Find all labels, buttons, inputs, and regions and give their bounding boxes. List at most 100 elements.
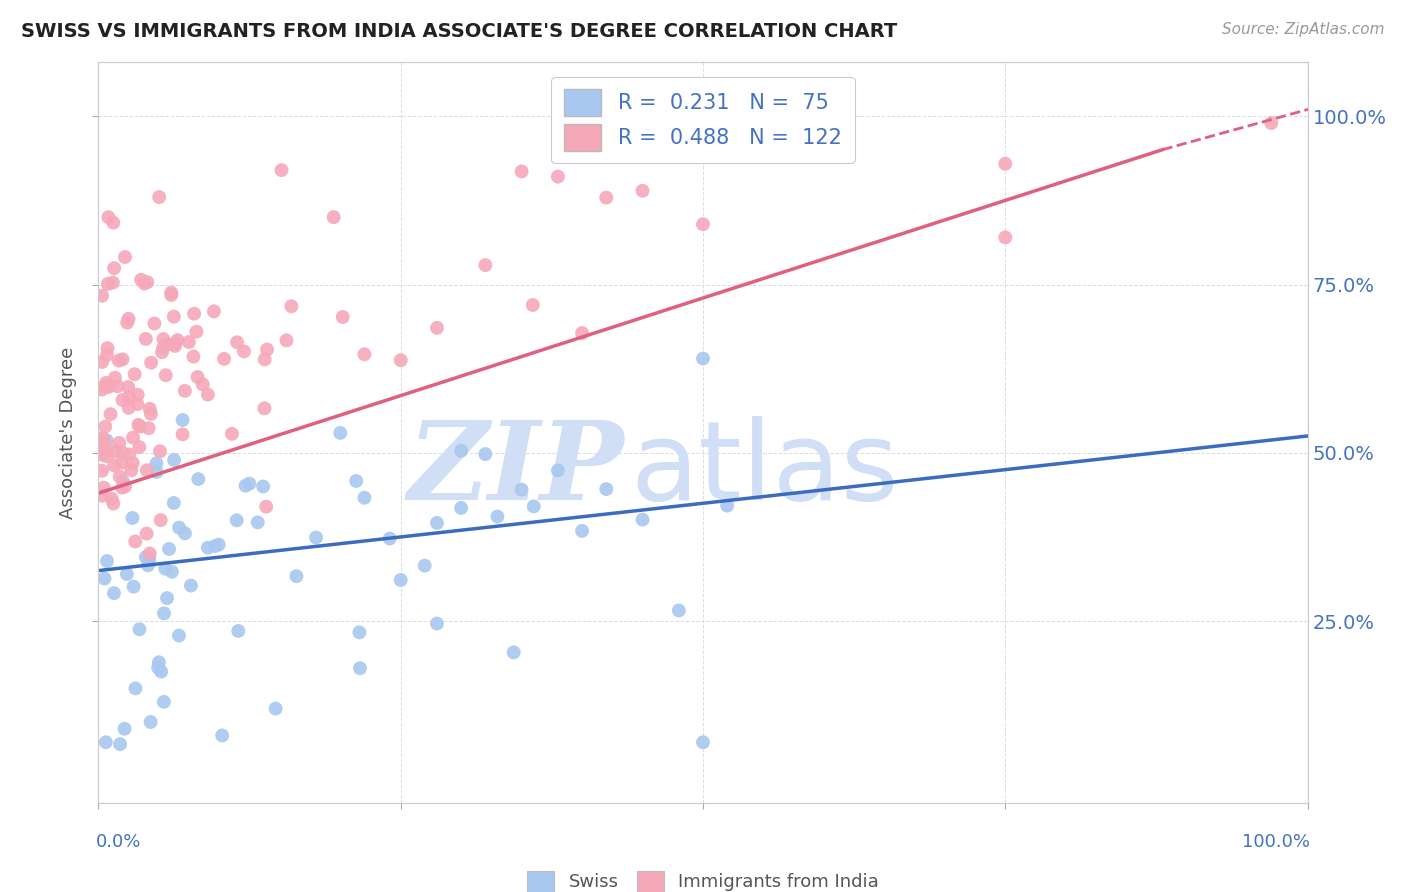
Point: [172, 427, 194, 442]
Point: [127, 417, 149, 432]
Point: [522, 298, 544, 312]
Point: [91, 434, 114, 448]
Point: [135, 332, 157, 346]
Point: [163, 339, 186, 353]
Point: [253, 401, 276, 416]
Point: [91, 288, 114, 302]
Point: [124, 367, 146, 381]
Point: [349, 625, 371, 640]
Point: [183, 350, 205, 364]
Point: [332, 310, 354, 324]
Point: [692, 351, 714, 366]
Point: [96, 348, 118, 362]
Point: [264, 701, 287, 715]
Point: [389, 573, 412, 587]
Point: [186, 325, 208, 339]
Point: [93, 434, 115, 448]
Point: [146, 660, 169, 674]
Point: [668, 603, 690, 617]
Point: [160, 285, 183, 300]
Point: [152, 332, 174, 346]
Point: [150, 665, 173, 679]
Point: [187, 370, 209, 384]
Point: [121, 456, 143, 470]
Point: [426, 616, 449, 631]
Point: [191, 377, 214, 392]
Point: [167, 629, 190, 643]
Text: atlas: atlas: [630, 417, 898, 523]
Point: [136, 558, 159, 573]
Point: [246, 516, 269, 530]
Point: [502, 645, 524, 659]
Point: [197, 541, 219, 555]
Point: [138, 546, 160, 560]
Point: [117, 380, 139, 394]
Point: [156, 337, 179, 351]
Point: [120, 463, 142, 477]
Point: [692, 735, 714, 749]
Point: [115, 567, 138, 582]
Point: [139, 407, 162, 421]
Point: [104, 444, 127, 458]
Point: [143, 317, 166, 331]
Point: [96, 554, 118, 568]
Point: [108, 353, 131, 368]
Point: [111, 481, 134, 495]
Point: [226, 624, 249, 638]
Point: [994, 157, 1017, 171]
Point: [1260, 116, 1282, 130]
Point: [148, 190, 170, 204]
Point: [94, 419, 117, 434]
Point: [173, 384, 195, 398]
Point: [111, 352, 134, 367]
Point: [128, 622, 150, 636]
Point: [111, 392, 134, 407]
Point: [141, 356, 163, 370]
Point: [114, 250, 136, 264]
Point: [155, 562, 177, 576]
Point: [127, 397, 149, 411]
Point: [631, 184, 654, 198]
Point: [571, 326, 593, 340]
Point: [349, 661, 371, 675]
Point: [450, 443, 472, 458]
Point: [163, 496, 186, 510]
Point: [117, 311, 139, 326]
Point: [124, 534, 146, 549]
Point: [595, 191, 617, 205]
Point: [235, 478, 257, 492]
Point: [91, 464, 114, 478]
Point: [166, 333, 188, 347]
Point: [97, 211, 120, 225]
Point: [122, 431, 145, 445]
Point: [135, 550, 157, 565]
Point: [285, 569, 308, 583]
Point: [160, 565, 183, 579]
Point: [163, 453, 186, 467]
Point: [134, 277, 156, 291]
Point: [595, 482, 617, 496]
Point: [157, 541, 180, 556]
Point: [121, 511, 143, 525]
Point: [149, 444, 172, 458]
Point: [571, 524, 593, 538]
Point: [114, 479, 136, 493]
Point: [208, 538, 231, 552]
Point: [221, 426, 243, 441]
Point: [103, 261, 125, 276]
Point: [139, 714, 162, 729]
Point: [253, 352, 276, 367]
Point: [233, 344, 256, 359]
Point: [111, 446, 134, 460]
Point: [202, 304, 225, 318]
Point: [486, 509, 509, 524]
Point: [101, 276, 124, 290]
Point: [152, 341, 174, 355]
Point: [128, 440, 150, 454]
Point: [94, 379, 117, 393]
Point: [103, 496, 125, 510]
Point: [160, 288, 183, 302]
Point: [167, 521, 190, 535]
Text: Source: ZipAtlas.com: Source: ZipAtlas.com: [1222, 22, 1385, 37]
Point: [96, 450, 118, 464]
